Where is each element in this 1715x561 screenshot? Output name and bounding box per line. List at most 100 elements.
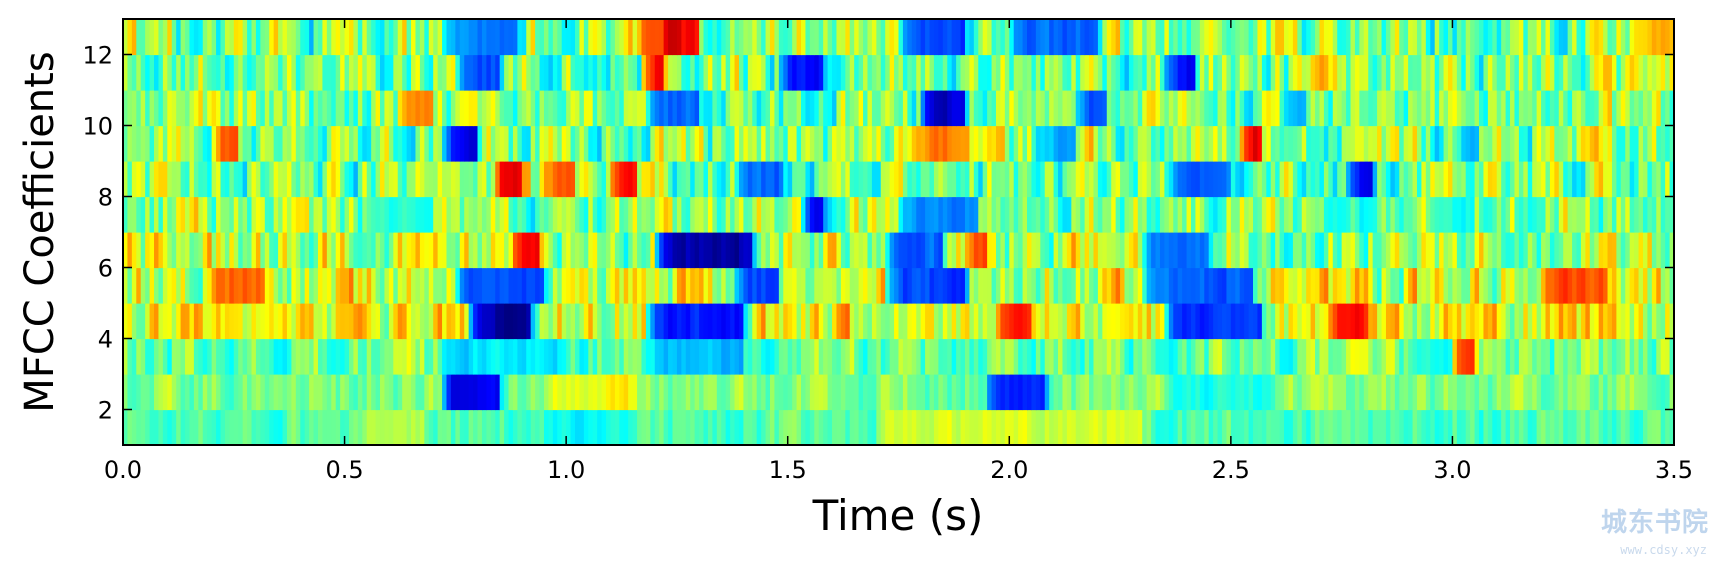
- heatmap-cell: [1106, 409, 1112, 446]
- heatmap-cell: [880, 338, 886, 375]
- heatmap-cell: [885, 125, 891, 162]
- heatmap-cell: [1572, 409, 1578, 446]
- heatmap-cell: [384, 232, 390, 269]
- heatmap-cell: [158, 196, 164, 233]
- heatmap-cell: [473, 338, 479, 375]
- heatmap-cell: [734, 90, 740, 127]
- heatmap-cell: [1629, 90, 1635, 127]
- heatmap-cell: [823, 161, 829, 198]
- heatmap-cell: [1651, 125, 1657, 162]
- heatmap-cell: [1173, 19, 1179, 56]
- heatmap-cell: [1235, 374, 1241, 411]
- heatmap-cell: [871, 267, 877, 304]
- heatmap-cell: [765, 54, 771, 91]
- heatmap-cell: [942, 196, 948, 233]
- heatmap-cell: [1035, 338, 1041, 375]
- heatmap-cell: [1518, 374, 1524, 411]
- heatmap-cell: [193, 90, 199, 127]
- heatmap-cell: [233, 54, 239, 91]
- heatmap-cell: [499, 19, 505, 56]
- heatmap-cell: [632, 196, 638, 233]
- heatmap-cell: [1146, 161, 1152, 198]
- heatmap-cell: [840, 409, 846, 446]
- heatmap-cell: [889, 125, 895, 162]
- heatmap-cell: [575, 54, 581, 91]
- heatmap-cell: [1532, 338, 1538, 375]
- heatmap-cell: [304, 19, 310, 56]
- heatmap-cell: [1089, 54, 1095, 91]
- heatmap-cell: [1545, 409, 1551, 446]
- heatmap-cell: [889, 90, 895, 127]
- heatmap-cell: [619, 303, 625, 340]
- heatmap-cell: [1434, 196, 1440, 233]
- heatmap-cell: [238, 19, 244, 56]
- heatmap-cell: [1213, 19, 1219, 56]
- heatmap-cell: [575, 409, 581, 446]
- heatmap-cell: [1434, 232, 1440, 269]
- heatmap-cell: [127, 19, 133, 56]
- heatmap-cell: [1310, 54, 1316, 91]
- heatmap-cell: [849, 19, 855, 56]
- heatmap-cell: [778, 267, 784, 304]
- heatmap-cell: [1084, 303, 1090, 340]
- heatmap-cell: [255, 303, 261, 340]
- heatmap-cell: [628, 54, 634, 91]
- heatmap-cell: [1049, 196, 1055, 233]
- heatmap-cell: [818, 338, 824, 375]
- heatmap-cell: [1514, 303, 1520, 340]
- heatmap-cell: [690, 338, 696, 375]
- heatmap-cell: [340, 267, 346, 304]
- heatmap-cell: [991, 338, 997, 375]
- heatmap-cell: [543, 196, 550, 233]
- heatmap-cell: [1492, 90, 1498, 127]
- heatmap-cell: [792, 196, 798, 233]
- heatmap-cell: [1625, 54, 1631, 91]
- heatmap-cell: [1479, 161, 1485, 198]
- heatmap-cell: [1483, 161, 1489, 198]
- heatmap-cell: [340, 232, 346, 269]
- heatmap-cell: [521, 54, 527, 91]
- heatmap-cell: [694, 232, 700, 269]
- heatmap-cell: [987, 54, 993, 91]
- heatmap-cell: [286, 374, 292, 411]
- heatmap-cell: [818, 54, 824, 91]
- heatmap-cell: [694, 303, 700, 340]
- heatmap-cell: [1660, 161, 1666, 198]
- heatmap-cell: [1408, 409, 1414, 446]
- heatmap-cell: [650, 267, 656, 304]
- heatmap-cell: [1580, 161, 1586, 198]
- heatmap-cell: [375, 338, 381, 375]
- heatmap-cell: [1301, 125, 1307, 162]
- heatmap-cell: [1372, 338, 1378, 375]
- heatmap-cell: [956, 125, 962, 162]
- heatmap-cell: [371, 19, 377, 56]
- heatmap-cell: [681, 338, 687, 375]
- heatmap-cell: [1235, 232, 1241, 269]
- heatmap-cell: [1430, 196, 1436, 233]
- heatmap-cell: [1284, 54, 1290, 91]
- heatmap-cell: [956, 54, 962, 91]
- heatmap-cell: [504, 409, 510, 446]
- heatmap-cell: [1261, 232, 1267, 269]
- heatmap-cell: [712, 19, 718, 56]
- heatmap-cell: [1270, 374, 1276, 411]
- heatmap-cell: [1647, 161, 1653, 198]
- heatmap-cell: [1603, 196, 1609, 233]
- heatmap-cell: [623, 54, 629, 91]
- heatmap-cell: [725, 338, 731, 375]
- heatmap-cell: [1554, 54, 1560, 91]
- heatmap-cell: [326, 90, 332, 127]
- heatmap-cell: [357, 267, 363, 304]
- heatmap-cell: [380, 161, 386, 198]
- heatmap-cell: [823, 125, 829, 162]
- heatmap-cell: [628, 338, 634, 375]
- heatmap-cell: [317, 338, 324, 375]
- heatmap-cell: [1213, 90, 1219, 127]
- heatmap-cell: [752, 338, 758, 375]
- heatmap-cell: [907, 90, 913, 127]
- heatmap-cell: [1075, 90, 1081, 127]
- heatmap-cell: [224, 267, 230, 304]
- heatmap-cell: [1536, 196, 1542, 233]
- heatmap-cell: [1505, 267, 1511, 304]
- heatmap-cell: [1018, 161, 1024, 198]
